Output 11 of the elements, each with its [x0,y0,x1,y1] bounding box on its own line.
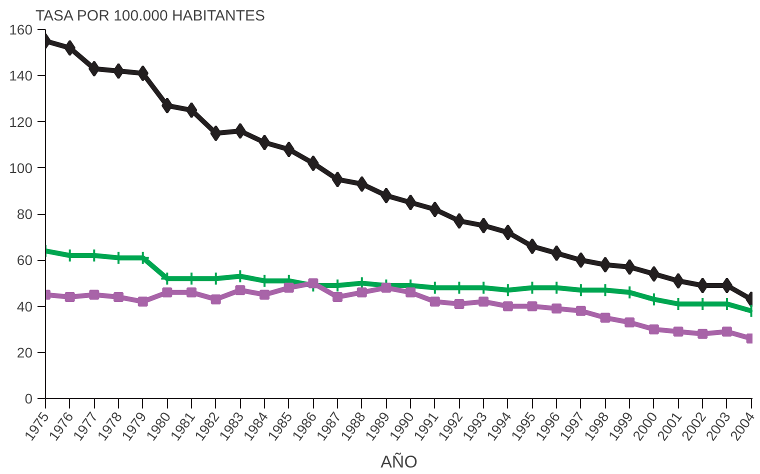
y-tick-label: 0 [24,390,33,406]
y-tick-label: 40 [16,298,33,314]
y-tick-label: 80 [16,206,33,222]
chart-title: TASA POR 100.000 HABITANTES [36,8,266,24]
y-tick-label: 100 [9,160,33,176]
y-tick-label: 60 [16,252,33,268]
y-tick-label: 160 [9,22,33,38]
y-tick-label: 20 [16,344,33,360]
y-tick-label: 120 [9,114,33,130]
y-tick-label: 140 [9,68,33,84]
x-axis-title: AÑO [380,452,418,472]
